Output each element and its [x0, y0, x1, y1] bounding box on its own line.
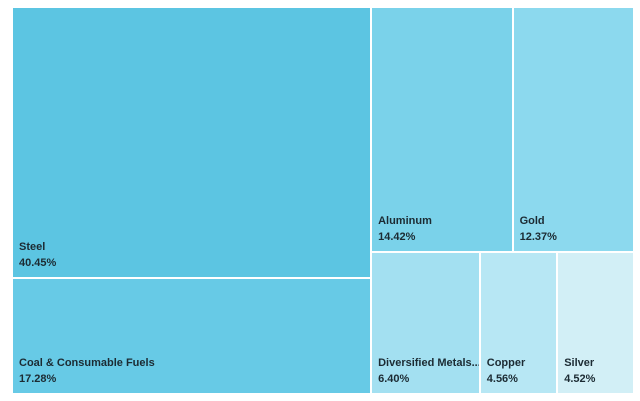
- tile-aluminum[interactable]: Aluminum 14.42%: [371, 7, 513, 253]
- tile-name-diversified-metals: Diversified Metals...: [378, 356, 480, 369]
- tile-label: Diversified Metals... 6.40%: [378, 355, 480, 387]
- tile-silver[interactable]: Silver 4.52%: [557, 252, 634, 394]
- tile-name-gold: Gold: [519, 215, 545, 228]
- tile-label: Silver 4.52%: [564, 355, 595, 387]
- tile-name-steel: Steel: [19, 241, 46, 254]
- tile-coal-consumable-fuels[interactable]: Coal & Consumable Fuels 17.28%: [12, 278, 372, 394]
- tile-value-copper: 4.56%: [486, 372, 518, 385]
- tile-steel[interactable]: Steel 40.45%: [12, 7, 372, 279]
- tile-name-aluminum: Aluminum: [378, 215, 432, 228]
- tile-gold[interactable]: Gold 12.37%: [512, 7, 634, 253]
- tile-copper[interactable]: Copper 4.56%: [479, 252, 558, 394]
- tile-label: Steel 40.45%: [19, 239, 56, 271]
- tile-label: Aluminum 14.42%: [378, 213, 432, 245]
- tile-label: Coal & Consumable Fuels 17.28%: [19, 355, 155, 387]
- tile-value-steel: 40.45%: [19, 257, 57, 270]
- tile-value-coal: 17.28%: [19, 372, 57, 385]
- tile-value-diversified-metals: 6.40%: [378, 372, 410, 385]
- tile-value-gold: 12.37%: [519, 231, 557, 244]
- tile-name-copper: Copper: [486, 356, 526, 369]
- treemap-chart: Steel 40.45% Coal & Consumable Fuels 17.…: [12, 7, 634, 394]
- tile-value-aluminum: 14.42%: [378, 231, 416, 244]
- tile-label: Gold 12.37%: [520, 213, 557, 245]
- tile-value-silver: 4.52%: [564, 372, 596, 385]
- tile-diversified-metals[interactable]: Diversified Metals... 6.40%: [371, 252, 480, 394]
- tile-name-coal: Coal & Consumable Fuels: [19, 356, 155, 369]
- tile-name-silver: Silver: [564, 356, 595, 369]
- tile-label: Copper 4.56%: [487, 355, 526, 387]
